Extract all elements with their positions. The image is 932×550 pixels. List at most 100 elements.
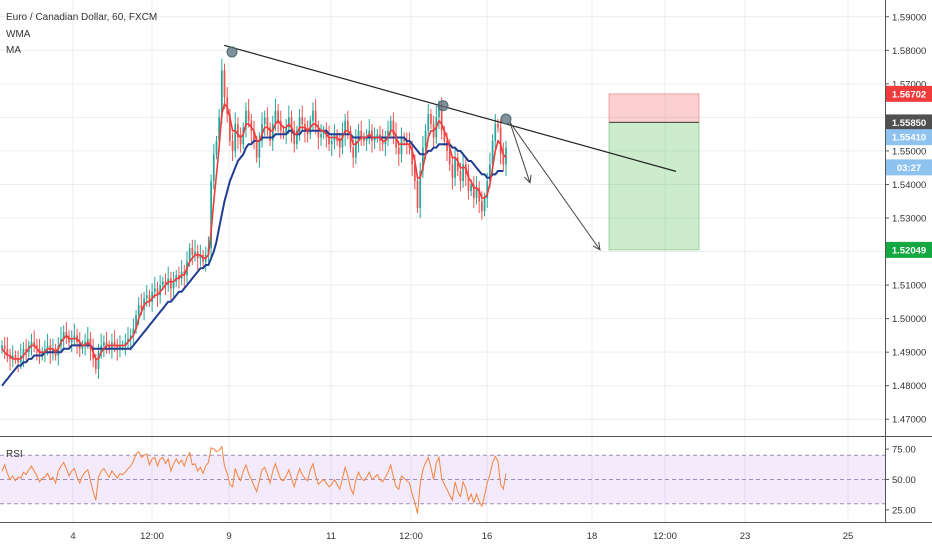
candle-body — [397, 147, 400, 155]
candle-body — [494, 124, 497, 141]
candle-body — [392, 120, 395, 135]
candle-body — [430, 114, 432, 125]
candle-body — [472, 184, 475, 198]
candle-body — [419, 171, 422, 208]
candle-body — [371, 130, 373, 141]
candle-body — [438, 107, 440, 118]
stop-loss-zone — [608, 93, 700, 123]
candle-body — [489, 164, 491, 182]
touch-point-marker — [437, 100, 449, 112]
candle-body — [148, 295, 151, 302]
candle-body — [70, 338, 73, 343]
candle-body — [255, 140, 258, 158]
candle-body — [30, 342, 33, 346]
x-tick-label: 11 — [326, 531, 336, 542]
candle-body — [188, 248, 191, 262]
x-tick-label: 12:00 — [653, 531, 677, 542]
touch-point-marker — [226, 46, 238, 58]
candle-body — [119, 345, 121, 349]
rsi-title: RSI — [6, 449, 23, 460]
candle-body — [422, 147, 424, 172]
candle-body — [467, 174, 470, 192]
candle-body — [156, 288, 159, 296]
y-tick-label: 1.50000 — [892, 314, 926, 325]
x-tick-label: 16 — [482, 531, 493, 542]
candle-body — [153, 288, 156, 292]
candle-body — [322, 130, 325, 135]
candle-body — [41, 352, 44, 356]
candle-body — [172, 281, 175, 289]
legend-ma: MA — [6, 45, 21, 56]
candle-body — [237, 124, 239, 138]
price-label-box — [886, 85, 932, 102]
legend-wma: WMA — [6, 29, 31, 40]
candle-body — [443, 130, 446, 141]
x-tick-label: 12:00 — [399, 531, 423, 542]
candle-body — [328, 137, 330, 145]
candlesticks — [1, 58, 507, 379]
candle-body — [357, 130, 360, 141]
candle-body — [234, 124, 237, 151]
candle-body — [52, 348, 54, 353]
x-tick-label: 18 — [587, 531, 598, 542]
y-tick-label: 1.49000 — [892, 348, 926, 359]
candle-body — [14, 355, 17, 359]
candle-body — [363, 137, 365, 141]
rsi-tick-label: 25.00 — [892, 505, 916, 516]
candle-body — [145, 295, 148, 299]
candle-body — [113, 342, 116, 346]
candle-body — [151, 291, 153, 302]
candle-body — [282, 130, 285, 135]
candle-body — [137, 305, 140, 316]
candle-body — [389, 120, 392, 131]
candle-body — [266, 117, 269, 128]
candle-body — [89, 338, 92, 349]
candle-body — [17, 358, 19, 363]
candle-body — [132, 328, 135, 336]
candle-body — [424, 130, 427, 148]
candle-body — [293, 130, 296, 145]
price-label: 03:27 — [897, 163, 921, 174]
candle-body — [164, 281, 167, 286]
candle-body — [1, 345, 3, 349]
y-tick-label: 1.51000 — [892, 281, 926, 292]
candle-body — [35, 345, 38, 349]
arrow-head — [592, 241, 601, 251]
price-label-box — [886, 129, 932, 146]
drawings[interactable] — [223, 44, 677, 251]
candle-body — [242, 127, 245, 145]
candle-body — [341, 134, 344, 148]
short-position-tool[interactable] — [608, 93, 700, 251]
candle-body — [277, 110, 279, 121]
candle-body — [301, 117, 304, 125]
candle-body — [285, 127, 288, 135]
y-tick-label: 1.55000 — [892, 146, 926, 157]
y-tick-label: 1.48000 — [892, 381, 926, 392]
candle-body — [287, 117, 290, 128]
candle-body — [220, 70, 223, 118]
candle-body — [456, 157, 459, 172]
candle-body — [191, 248, 194, 255]
candle-body — [84, 342, 86, 346]
price-label: 1.52049 — [892, 245, 926, 256]
candle-body — [46, 345, 49, 349]
candle-body — [462, 164, 464, 182]
candle-body — [478, 187, 481, 202]
price-label-box — [886, 114, 932, 131]
candle-body — [86, 338, 89, 343]
y-tick-label: 1.53000 — [892, 214, 926, 225]
candle-body — [314, 110, 317, 128]
candle-body — [178, 275, 180, 279]
candle-body — [405, 140, 408, 145]
y-tick-label: 1.54000 — [892, 180, 926, 191]
candle-body — [499, 127, 502, 155]
candle-body — [338, 140, 341, 148]
candle-body — [349, 130, 352, 148]
candle-body — [416, 181, 419, 208]
candle-body — [143, 298, 145, 309]
candle-body — [451, 164, 454, 178]
candle-body — [352, 147, 355, 158]
candle-body — [229, 114, 231, 141]
candle-body — [140, 305, 143, 309]
